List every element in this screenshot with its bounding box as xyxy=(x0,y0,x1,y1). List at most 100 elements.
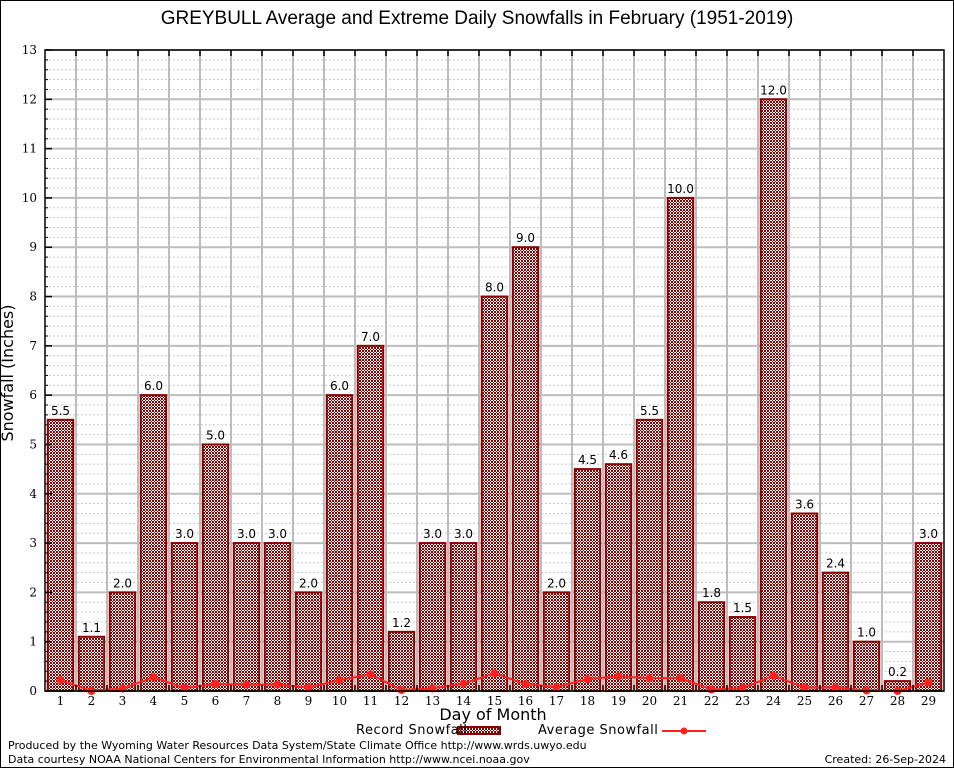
x-tick-label: 1 xyxy=(57,694,65,708)
average-point-day-8 xyxy=(273,680,282,689)
bar-value-label: 10.0 xyxy=(667,182,694,196)
bar-day-17 xyxy=(542,591,571,693)
bar-value-label: 8.0 xyxy=(485,281,504,295)
bar-value-label: 3.6 xyxy=(795,497,814,511)
average-point-day-23 xyxy=(738,684,747,693)
legend-average-label: Average Snowfall xyxy=(538,723,659,738)
bar-value-label: 3.0 xyxy=(423,527,442,541)
x-tick-label: 10 xyxy=(332,694,347,708)
chart-title: GREYBULL Average and Extreme Daily Snowf… xyxy=(160,8,794,29)
x-tick-label: 4 xyxy=(150,694,158,708)
average-point-day-7 xyxy=(242,680,251,689)
x-tick-label: 5 xyxy=(181,694,189,708)
average-point-day-10 xyxy=(335,676,344,685)
x-tick-label: 18 xyxy=(580,694,595,708)
bar-day-12 xyxy=(387,630,416,692)
y-tick-label: 5 xyxy=(29,437,37,451)
x-tick-label: 23 xyxy=(735,694,750,708)
x-tick-label: 15 xyxy=(487,694,502,708)
x-tick-label: 3 xyxy=(119,694,127,708)
average-point-day-19 xyxy=(614,672,623,681)
bar-day-11 xyxy=(356,344,385,692)
bar-day-16 xyxy=(511,246,540,692)
bar-day-20 xyxy=(635,418,664,692)
x-tick-label: 19 xyxy=(611,694,626,708)
y-tick-label: 1 xyxy=(29,635,37,649)
average-point-day-16 xyxy=(521,680,530,689)
y-tick-label: 0 xyxy=(29,684,37,698)
y-axis-label: Snowfall (Inches) xyxy=(0,304,17,442)
average-point-day-26 xyxy=(831,683,840,692)
x-axis-label: Day of Month xyxy=(439,705,547,724)
bar-day-3 xyxy=(108,591,137,693)
average-point-day-21 xyxy=(676,674,685,683)
bar-day-19 xyxy=(604,463,633,692)
x-tick-label: 7 xyxy=(243,694,251,708)
bar-day-21 xyxy=(666,196,695,693)
bar-value-label: 5.5 xyxy=(51,404,70,418)
record-bars: 5.5 1.1 2.0 6.0 3.0 5.0 3.0 3.0 2.0 6.0 7.0 1.2 3.0 3… xyxy=(46,83,943,693)
bar-day-5 xyxy=(170,542,199,692)
average-point-day-4 xyxy=(149,673,158,682)
y-tick-label: 2 xyxy=(29,585,37,599)
bar-value-label: 9.0 xyxy=(516,231,535,245)
x-tick-label: 8 xyxy=(274,694,282,708)
bar-day-4 xyxy=(139,394,168,692)
y-tick-label: 11 xyxy=(22,142,37,156)
bar-day-23 xyxy=(728,616,757,692)
legend-average-marker xyxy=(680,727,688,735)
average-point-day-14 xyxy=(459,679,468,688)
x-tick-label: 29 xyxy=(921,694,936,708)
average-point-day-6 xyxy=(211,680,220,689)
bar-value-label: 1.0 xyxy=(857,626,876,640)
legend xyxy=(457,726,706,735)
bar-value-label: 3.0 xyxy=(919,527,938,541)
footer-created-date: Created: 26-Sep-2024 xyxy=(824,753,946,766)
x-tick-label: 14 xyxy=(456,694,472,708)
bar-value-label: 1.2 xyxy=(392,616,411,630)
bar-value-label: 4.5 xyxy=(578,453,597,467)
average-point-day-25 xyxy=(800,683,809,692)
x-tick-label: 22 xyxy=(704,694,719,708)
bar-value-label: 5.5 xyxy=(640,404,659,418)
y-tick-label: 4 xyxy=(29,487,37,501)
bar-value-label: 1.8 xyxy=(702,586,721,600)
average-point-day-11 xyxy=(366,670,375,679)
bar-day-24 xyxy=(759,98,788,693)
bar-day-26 xyxy=(821,571,850,693)
plot-border xyxy=(44,49,945,692)
bar-value-label: 7.0 xyxy=(361,330,380,344)
average-point-day-29 xyxy=(924,678,933,687)
x-tick-label: 2 xyxy=(88,694,96,708)
x-tick-label: 16 xyxy=(518,694,533,708)
bar-day-9 xyxy=(294,591,323,693)
y-tick-label: 7 xyxy=(29,339,37,353)
x-tick-label: 28 xyxy=(890,694,905,708)
bar-value-label: 6.0 xyxy=(330,379,349,393)
y-tick-label: 3 xyxy=(29,536,37,550)
bar-day-14 xyxy=(449,542,478,692)
average-point-day-18 xyxy=(583,675,592,684)
bar-day-22 xyxy=(697,601,726,692)
x-tick-label: 17 xyxy=(549,694,564,708)
x-tick-label: 11 xyxy=(363,694,378,708)
bar-value-label: 3.0 xyxy=(175,527,194,541)
x-tick-label: 26 xyxy=(828,694,843,708)
bar-value-label: 3.0 xyxy=(237,527,256,541)
bar-value-label: 0.2 xyxy=(888,665,907,679)
y-tick-label: 9 xyxy=(29,240,37,254)
average-point-day-12 xyxy=(397,686,406,695)
legend-record-label: Record Snowfall xyxy=(356,723,468,738)
x-tick-label: 6 xyxy=(212,694,220,708)
average-line xyxy=(56,669,933,695)
bar-day-15 xyxy=(480,295,509,692)
bar-value-label: 3.0 xyxy=(454,527,473,541)
y-tick-label: 13 xyxy=(22,43,37,57)
y-tick-label: 12 xyxy=(22,92,37,106)
bar-value-label: 2.0 xyxy=(299,576,318,590)
bar-value-label: 2.4 xyxy=(826,557,845,571)
footer-data-courtesy: Data courtesy NOAA National Centers for … xyxy=(8,753,530,766)
bar-day-18 xyxy=(573,468,602,692)
bar-day-27 xyxy=(852,640,881,693)
